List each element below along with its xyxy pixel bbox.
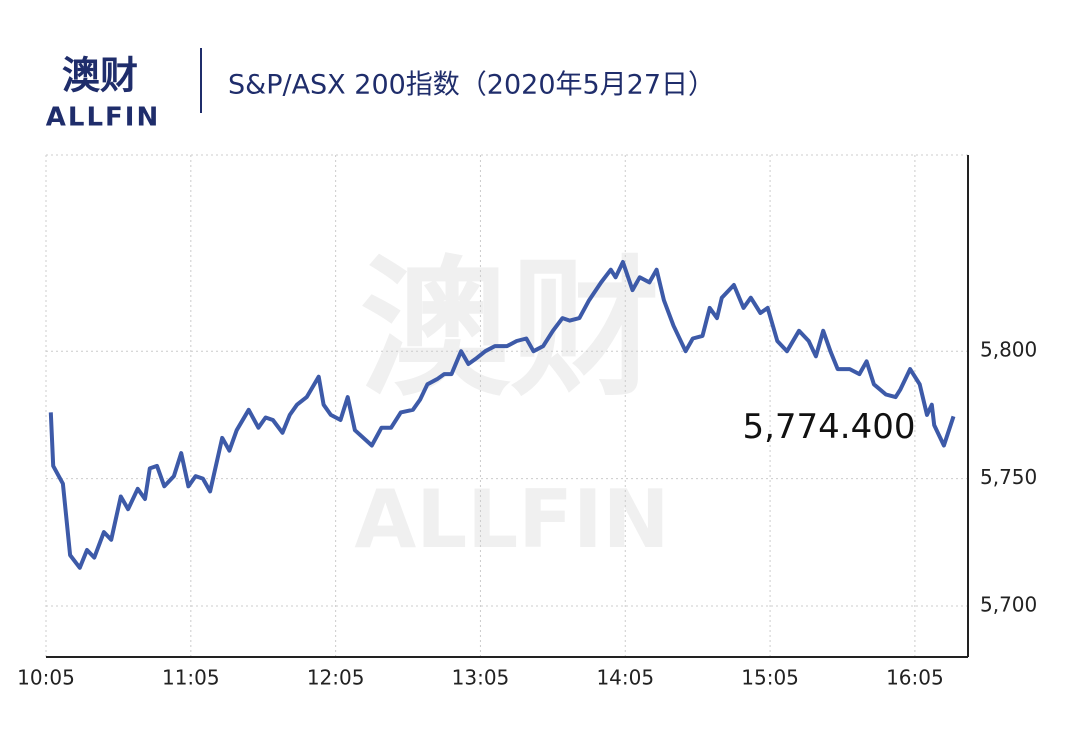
y-tick-label: 5,800 bbox=[980, 338, 1037, 362]
x-tick-label: 10:05 bbox=[17, 666, 75, 690]
line bbox=[48, 260, 956, 570]
watermark: 澳财 bbox=[360, 243, 660, 417]
x-tick-label: 11:05 bbox=[162, 666, 220, 690]
logo-name: 澳财 bbox=[62, 54, 138, 98]
x-tick-label: 13:05 bbox=[452, 666, 510, 690]
logo-sub: ALLFIN bbox=[46, 103, 160, 133]
watermark-sub: ALLFIN bbox=[354, 473, 669, 566]
x-tick-label: 16:05 bbox=[886, 666, 944, 690]
x-tick-label: 12:05 bbox=[307, 666, 365, 690]
y-tick-label: 5,700 bbox=[980, 593, 1037, 617]
annotation: 5,774.400 bbox=[742, 407, 915, 447]
y-tick-label: 5,750 bbox=[980, 465, 1037, 489]
x-tick-label: 15:05 bbox=[741, 666, 799, 690]
x-tick-label: 14:05 bbox=[596, 666, 654, 690]
chart-title: S&P/ASX 200指数（2020年5月27日） bbox=[228, 70, 715, 101]
